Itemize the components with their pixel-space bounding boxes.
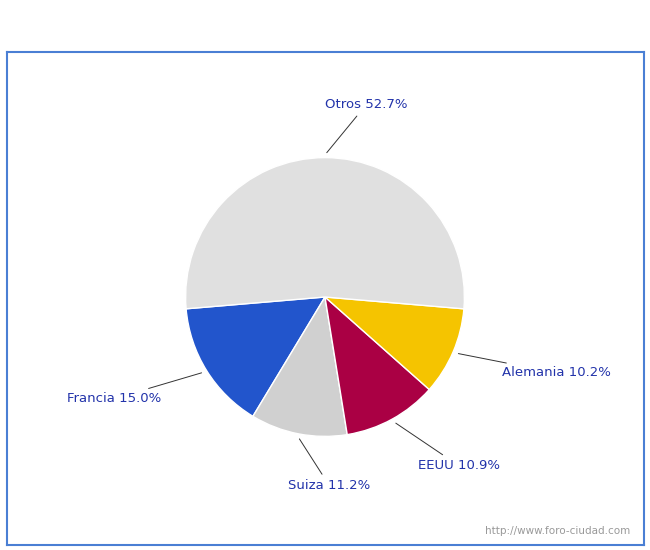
- Wedge shape: [253, 297, 347, 436]
- Wedge shape: [186, 297, 325, 416]
- Text: http://www.foro-ciudad.com: http://www.foro-ciudad.com: [486, 526, 630, 536]
- Text: Otros 52.7%: Otros 52.7%: [325, 98, 408, 153]
- Text: Francia 15.0%: Francia 15.0%: [68, 373, 202, 405]
- Text: Suiza 11.2%: Suiza 11.2%: [289, 439, 370, 492]
- Wedge shape: [325, 297, 429, 434]
- Wedge shape: [186, 158, 464, 309]
- Text: Sollana - Turistas extranjeros según país - Abril de 2024: Sollana - Turistas extranjeros según paí…: [94, 17, 556, 35]
- Wedge shape: [325, 297, 464, 389]
- Text: EEUU 10.9%: EEUU 10.9%: [396, 423, 500, 472]
- Text: Alemania 10.2%: Alemania 10.2%: [458, 354, 610, 380]
